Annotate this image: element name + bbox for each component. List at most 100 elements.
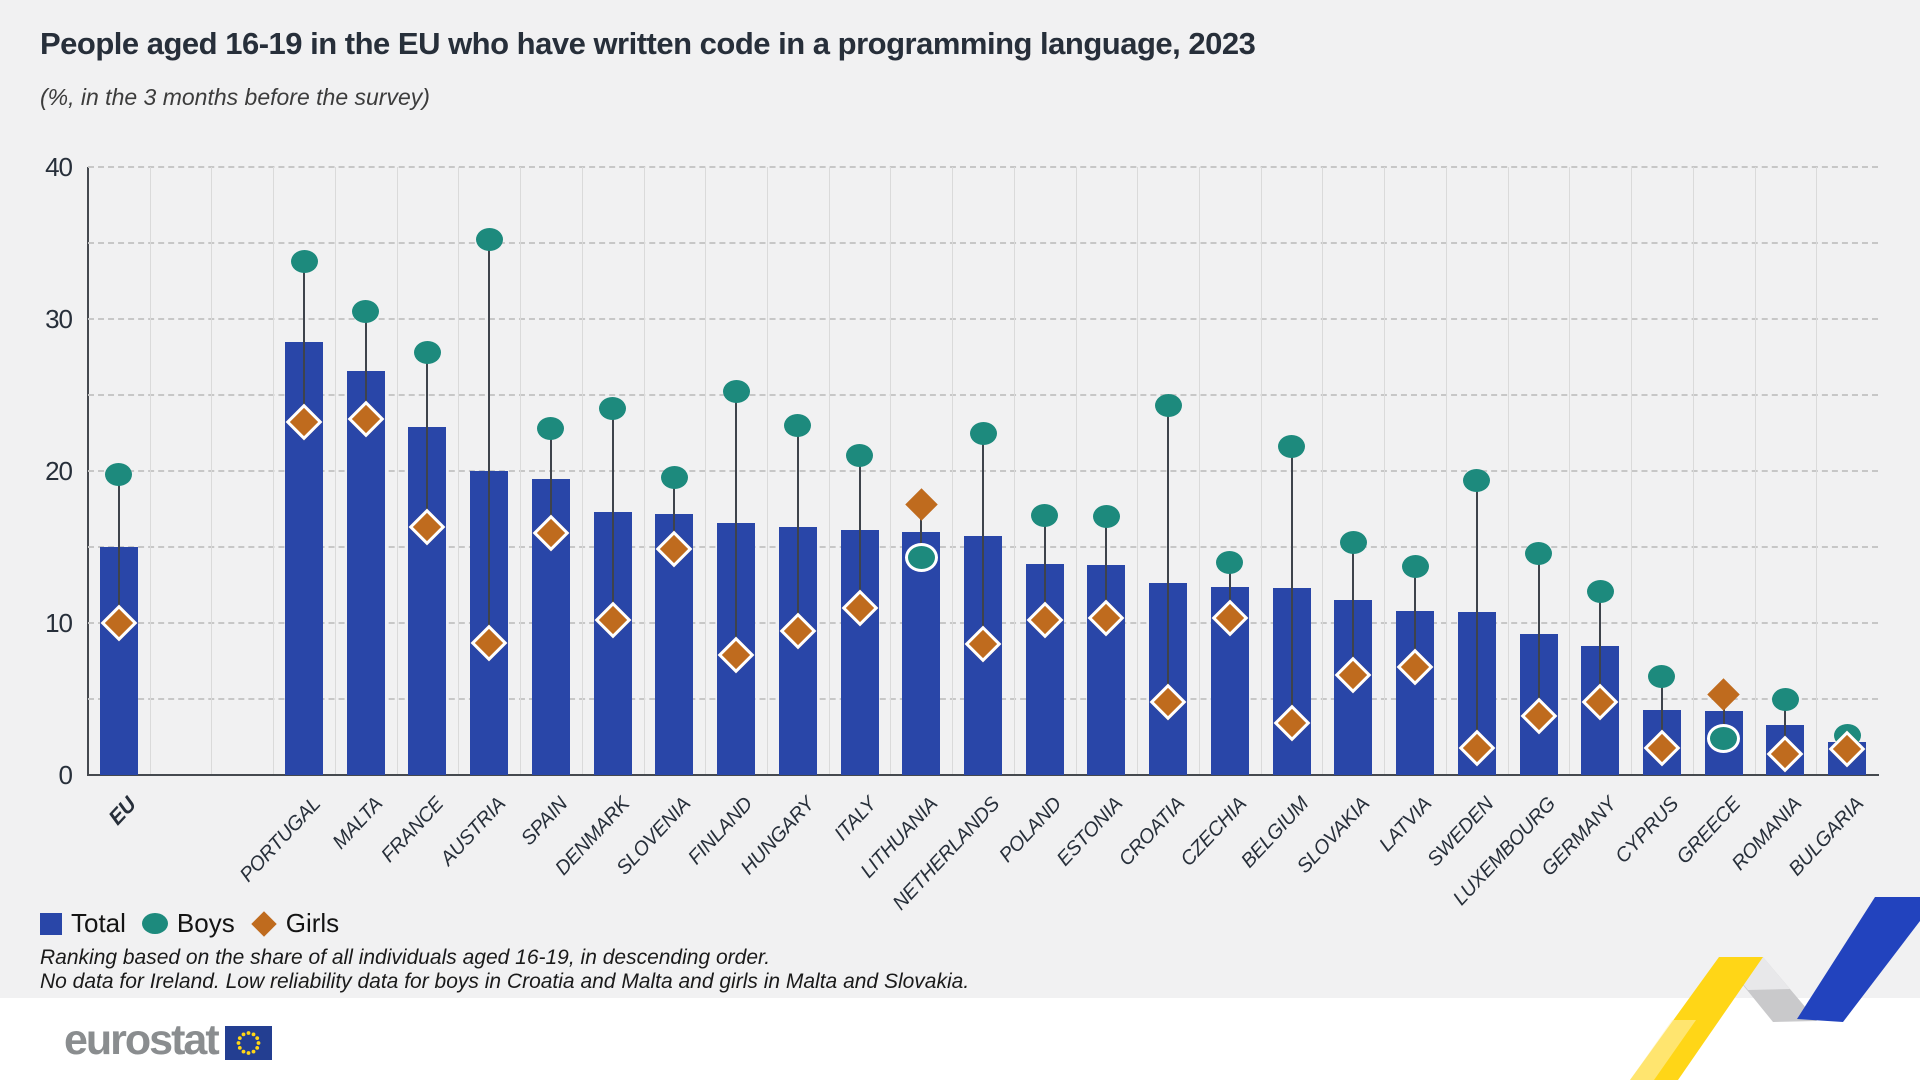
- marker-stem: [303, 261, 306, 423]
- boys-marker: [904, 543, 938, 573]
- eu-flag-icon: [224, 1025, 272, 1060]
- legend-item-total: Total: [40, 908, 126, 939]
- marker-stem: [982, 433, 984, 645]
- boys-marker: [1154, 394, 1182, 418]
- girls-marker: [905, 488, 938, 521]
- marker-stem: [858, 455, 861, 608]
- boys-marker: [105, 462, 133, 486]
- marker-stem: [611, 408, 614, 620]
- boys-marker: [599, 397, 627, 421]
- gridline-v: [581, 167, 583, 774]
- boys-marker: [1525, 541, 1553, 565]
- eu-flag-stars: [236, 1030, 261, 1055]
- chart-title: People aged 16-19 in the EU who have wri…: [40, 26, 1256, 61]
- gridline-v: [1384, 167, 1386, 774]
- gridline-h: [88, 394, 1878, 396]
- x-axis-line: [87, 774, 1879, 776]
- gridline-v: [1631, 167, 1633, 774]
- boys-marker: [1401, 555, 1429, 579]
- gridline-v: [1816, 167, 1818, 774]
- marker-stem: [488, 239, 491, 643]
- marker-stem: [1784, 699, 1787, 754]
- eurostat-logo: eurostat: [64, 1016, 272, 1065]
- boys-marker: [1216, 550, 1244, 574]
- marker-stem: [549, 428, 552, 534]
- legend-item-girls: Girls: [251, 908, 339, 939]
- gridline-v: [828, 167, 830, 774]
- marker-stem: [364, 311, 367, 420]
- gridline-v: [1754, 167, 1756, 774]
- boys-marker: [660, 465, 688, 489]
- gridline-v: [396, 167, 398, 774]
- ribbon-decoration: [1630, 897, 1920, 1080]
- marker-stem: [1352, 542, 1355, 675]
- marker-stem: [1167, 405, 1170, 703]
- eurostat-logo-text: eurostat: [64, 1016, 220, 1064]
- boys-marker: [1707, 724, 1741, 754]
- ribbon-yellow-fade: [1630, 1020, 1696, 1080]
- bar-total: [902, 531, 941, 775]
- marker-stem: [1105, 516, 1108, 619]
- gridline-v: [334, 167, 336, 774]
- gridline-v: [149, 167, 151, 774]
- boys-marker: [846, 444, 874, 468]
- boys-marker: [722, 380, 750, 404]
- boys-marker: [1031, 503, 1059, 527]
- ribbon-blue-segment: [1797, 897, 1920, 1022]
- boys-marker: [784, 413, 812, 437]
- marker-stem: [1228, 562, 1231, 619]
- boys-marker: [413, 340, 441, 364]
- legend-label-boys: Boys: [176, 908, 235, 938]
- boys-marker: [1648, 664, 1676, 688]
- chart-subtitle: (%, in the 3 months before the survey): [40, 84, 430, 110]
- boys-marker: [352, 299, 380, 323]
- marker-stem: [673, 477, 676, 549]
- gridline-v: [1322, 167, 1324, 774]
- gridline-v: [643, 167, 645, 774]
- gridline-v: [766, 167, 768, 774]
- marker-stem: [1537, 553, 1540, 716]
- boys-marker: [475, 228, 503, 252]
- gridline-v: [1137, 167, 1139, 774]
- marker-stem: [1290, 446, 1293, 724]
- gridline-v: [1260, 167, 1262, 774]
- gridline-v: [705, 167, 707, 774]
- gridline-v: [273, 167, 275, 774]
- gridline-h: [88, 166, 1878, 168]
- gridline-v: [1569, 167, 1571, 774]
- marker-stem: [1414, 566, 1417, 668]
- marker-stem: [735, 391, 738, 655]
- marker-stem: [426, 352, 429, 528]
- footnote-reliability: No data for Ireland. Low reliability dat…: [40, 969, 970, 993]
- boys-marker: [1586, 579, 1614, 603]
- gridline-v: [458, 167, 460, 774]
- gridline-h: [88, 318, 1878, 320]
- footnote-ranking: Ranking based on the share of all indivi…: [40, 946, 771, 969]
- boys-marker: [537, 416, 565, 440]
- marker-stem: [1475, 480, 1478, 748]
- gridline-v: [1199, 167, 1201, 774]
- legend-label-girls: Girls: [285, 908, 340, 938]
- marker-stem: [117, 474, 120, 623]
- legend-item-boys: Boys: [141, 908, 235, 939]
- girls-swatch-icon: [251, 910, 277, 937]
- gridline-v: [1445, 167, 1447, 774]
- gridline-v: [1075, 167, 1077, 774]
- marker-stem: [796, 425, 799, 631]
- boys-marker: [1339, 530, 1367, 554]
- marker-stem: [1660, 676, 1663, 748]
- boys-swatch-icon: [141, 913, 168, 934]
- gridline-v: [1013, 167, 1015, 774]
- boys-marker: [1771, 687, 1799, 711]
- marker-stem: [1599, 591, 1602, 703]
- chart-plot-area: 0 10 20 30 40 EU PORTUGAL MALTA FRANCE AUSTRIA SPA…: [45, 152, 1879, 915]
- y-axis-tick-label: 30: [45, 304, 73, 334]
- chart-footnotes: Ranking based on the share of all indivi…: [40, 946, 969, 993]
- boys-marker: [1463, 468, 1491, 492]
- gridline-h: [88, 242, 1878, 244]
- bar-total: [346, 370, 385, 775]
- total-swatch-icon: [40, 912, 62, 935]
- y-axis-tick-label: 40: [45, 152, 73, 182]
- y-axis-tick-label: 10: [45, 608, 73, 638]
- marker-stem: [920, 504, 923, 558]
